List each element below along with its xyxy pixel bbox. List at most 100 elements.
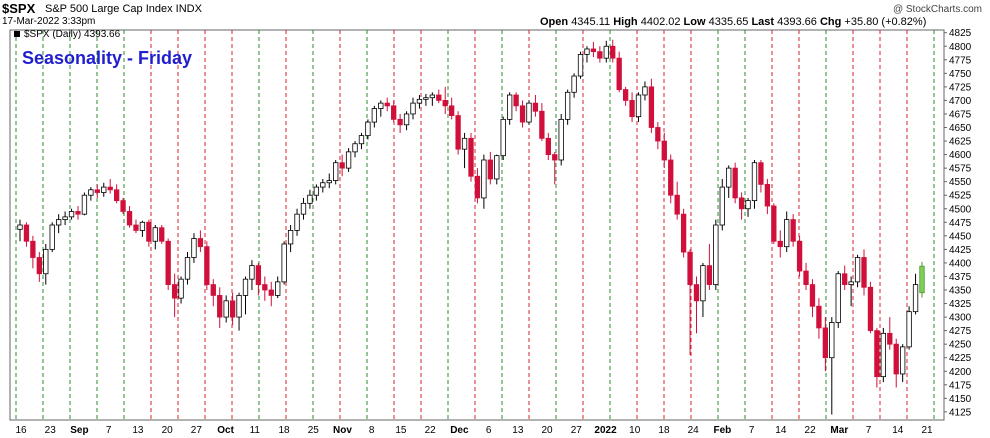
candle-body bbox=[146, 221, 152, 242]
candle-body bbox=[680, 213, 687, 253]
candle-body bbox=[648, 86, 655, 128]
candle-body bbox=[371, 108, 378, 123]
x-tick-label: 10 bbox=[629, 425, 641, 436]
candle-body bbox=[564, 91, 571, 120]
candle-body bbox=[403, 113, 410, 126]
candle-body bbox=[307, 194, 313, 204]
candle-body bbox=[294, 213, 300, 231]
x-tick-label: 13 bbox=[132, 425, 144, 436]
x-tick-label: 14 bbox=[775, 425, 787, 436]
candle-body bbox=[268, 289, 274, 296]
candle-body bbox=[449, 105, 455, 116]
candle-body bbox=[410, 102, 416, 115]
candle-body bbox=[880, 332, 886, 378]
symbol-description: S&P 500 Large Cap Index INDX bbox=[45, 3, 202, 15]
candle-body bbox=[287, 230, 294, 245]
candle-body bbox=[184, 257, 191, 280]
candle-body bbox=[481, 159, 487, 199]
x-tick-label: 6 bbox=[486, 425, 492, 436]
candle-body bbox=[545, 137, 551, 155]
candle-body bbox=[912, 284, 919, 313]
candle-body bbox=[532, 102, 539, 112]
candle-body bbox=[700, 265, 706, 302]
y-tick-label: 4275 bbox=[949, 326, 972, 337]
candle-body bbox=[751, 162, 758, 202]
candle-body bbox=[365, 121, 371, 137]
candle-body bbox=[861, 257, 867, 288]
y-tick-label: 4775 bbox=[949, 55, 972, 66]
x-tick-label: 27 bbox=[191, 425, 203, 436]
candle-body bbox=[758, 162, 764, 185]
candle-body bbox=[835, 273, 841, 323]
y-tick-label: 4250 bbox=[949, 340, 972, 351]
candle-body bbox=[745, 200, 751, 210]
candle-body bbox=[674, 194, 680, 215]
candle-body bbox=[352, 143, 358, 153]
candle-body bbox=[165, 240, 171, 285]
x-tick-label: 20 bbox=[542, 425, 554, 436]
candle-body bbox=[236, 295, 242, 318]
symbol: $SPX bbox=[2, 1, 36, 16]
y-tick-label: 4425 bbox=[949, 245, 972, 256]
y-tick-label: 4600 bbox=[949, 150, 972, 161]
candle-body bbox=[571, 75, 577, 93]
candle-body bbox=[900, 346, 906, 375]
candle-body bbox=[300, 202, 307, 215]
candle-body bbox=[397, 118, 403, 126]
candle-body bbox=[629, 100, 635, 118]
candle-body bbox=[513, 94, 519, 107]
x-tick-label: Nov bbox=[333, 425, 352, 436]
y-tick-label: 4550 bbox=[949, 177, 972, 188]
candle-body bbox=[526, 102, 532, 123]
candle-body bbox=[152, 227, 158, 242]
candle-body bbox=[191, 238, 197, 258]
candle-body bbox=[803, 270, 809, 285]
candle-body bbox=[178, 278, 184, 299]
candle-body bbox=[693, 284, 700, 302]
y-tick-label: 4125 bbox=[949, 407, 972, 418]
candle-body bbox=[23, 224, 30, 242]
candle-body bbox=[668, 159, 674, 196]
candle-body bbox=[790, 219, 796, 242]
candle-body bbox=[635, 94, 642, 118]
y-tick-label: 4150 bbox=[949, 394, 972, 405]
candle-body bbox=[887, 332, 893, 345]
y-tick-label: 4400 bbox=[949, 258, 972, 269]
candle-body bbox=[217, 295, 223, 318]
candle-body bbox=[210, 284, 216, 296]
candle-body bbox=[275, 281, 281, 296]
candle-body bbox=[919, 265, 925, 294]
candle-body bbox=[107, 186, 113, 191]
low-value: 4335.65 bbox=[708, 16, 749, 28]
candle-body bbox=[358, 135, 365, 145]
x-tick-label: 16 bbox=[15, 425, 27, 436]
candle-body bbox=[126, 211, 133, 226]
x-tick-label: Feb bbox=[714, 425, 732, 436]
candle-body bbox=[874, 330, 880, 378]
candle-body bbox=[242, 278, 249, 296]
x-tick-label: 27 bbox=[571, 425, 583, 436]
y-tick-label: 4675 bbox=[949, 109, 972, 120]
candle-body bbox=[906, 311, 912, 348]
y-tick-label: 4450 bbox=[949, 231, 972, 242]
y-tick-label: 4625 bbox=[949, 137, 972, 148]
candle-body bbox=[113, 189, 120, 202]
candle-body bbox=[461, 137, 468, 150]
candle-body bbox=[842, 273, 848, 285]
candle-body bbox=[229, 300, 236, 318]
candle-body bbox=[893, 343, 899, 375]
x-tick-label: 7 bbox=[749, 425, 755, 436]
candle-body bbox=[17, 224, 23, 230]
x-tick-label: 23 bbox=[45, 425, 57, 436]
candle-body bbox=[558, 118, 564, 161]
candle-body bbox=[43, 248, 49, 275]
candle-body bbox=[313, 186, 320, 196]
x-tick-label: 20 bbox=[162, 425, 174, 436]
x-tick-label: 18 bbox=[658, 425, 670, 436]
y-tick-label: 4500 bbox=[949, 204, 972, 215]
candle-body bbox=[867, 286, 874, 332]
legend-swatch bbox=[14, 31, 20, 37]
candle-body bbox=[719, 186, 725, 226]
chart-title: Seasonality - Friday bbox=[22, 48, 192, 68]
candle-body bbox=[809, 284, 816, 307]
